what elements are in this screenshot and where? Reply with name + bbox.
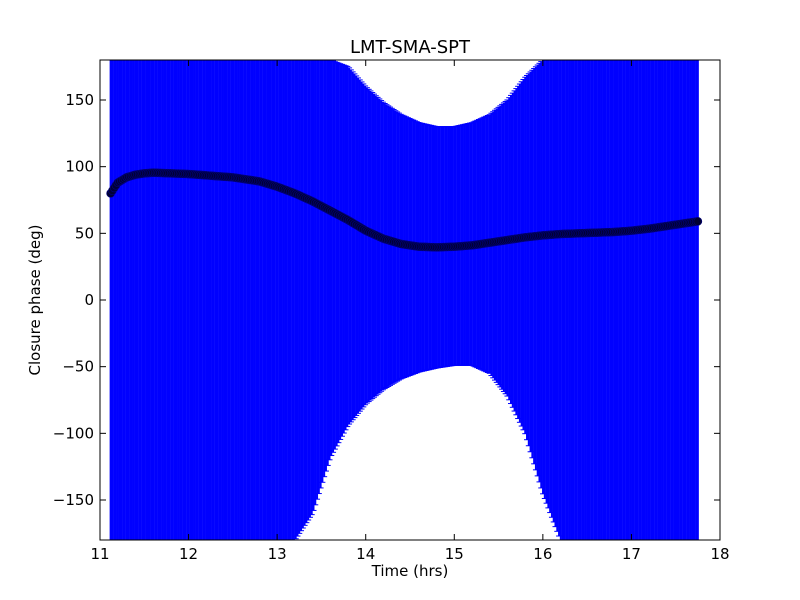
- x-tick-label: 11: [90, 545, 109, 563]
- error-bar: [335, 62, 342, 444]
- error-bar: [342, 65, 349, 431]
- error-bar: [322, 60, 329, 472]
- error-bar: [363, 87, 370, 404]
- error-bar: [296, 60, 303, 534]
- error-bar: [349, 71, 356, 421]
- error-bar: [374, 96, 381, 395]
- error-bar: [310, 60, 317, 511]
- y-tick-label: 0: [84, 291, 94, 309]
- error-bar: [383, 104, 390, 389]
- y-axis-label: Closure phase (deg): [26, 225, 44, 376]
- error-bar: [388, 107, 395, 385]
- error-bar: [337, 63, 344, 440]
- error-bar: [333, 61, 340, 447]
- y-tick-label: 150: [65, 91, 94, 109]
- error-bar: [390, 109, 397, 384]
- error-bar: [314, 60, 321, 500]
- x-axis-label: Time (hrs): [371, 562, 449, 580]
- error-bar: [360, 83, 367, 408]
- error-bar: [330, 60, 337, 453]
- y-tick-label: −150: [53, 491, 94, 509]
- error-bar: [370, 93, 377, 398]
- error-bar: [340, 64, 347, 434]
- error-bar: [312, 60, 319, 506]
- error-bar: [356, 79, 363, 412]
- error-bar: [378, 100, 385, 392]
- data-points: [106, 168, 703, 252]
- x-tick-label: 18: [710, 545, 729, 563]
- x-tick-label: 14: [356, 545, 375, 563]
- y-tick-label: 100: [65, 158, 94, 176]
- error-bar: [347, 69, 354, 423]
- error-bar: [317, 60, 324, 489]
- error-bar: [315, 60, 322, 495]
- y-axis-ticks: −150 −100 −50 0 50 100 150: [53, 91, 720, 509]
- error-bar: [331, 61, 338, 450]
- error-bar: [346, 67, 353, 425]
- error-bar: [299, 60, 306, 529]
- y-tick-label: −50: [62, 358, 94, 376]
- error-bar: [326, 60, 333, 461]
- error-bar: [308, 60, 315, 516]
- error-bar: [306, 60, 313, 518]
- error-bar: [305, 60, 312, 521]
- error-bar: [372, 95, 379, 397]
- error-bar: [354, 77, 361, 414]
- error-bar: [344, 65, 351, 428]
- x-tick-label: 17: [622, 545, 641, 563]
- error-bar: [353, 75, 360, 416]
- error-bar: [379, 101, 386, 391]
- error-bar: [385, 105, 392, 387]
- error-bar: [365, 88, 372, 403]
- x-tick-label: 13: [268, 545, 287, 563]
- data-point: [693, 217, 703, 226]
- error-bar: [367, 90, 374, 401]
- error-bar: [362, 85, 369, 406]
- error-bar: [381, 103, 388, 390]
- error-bars: [109, 59, 699, 540]
- y-tick-label: −100: [53, 424, 94, 442]
- chart-title: LMT-SMA-SPT: [350, 37, 471, 58]
- error-bar: [294, 60, 301, 537]
- error-bar: [321, 60, 328, 478]
- error-bar: [319, 60, 326, 483]
- error-bar: [387, 106, 394, 386]
- y-tick-label: 50: [75, 224, 94, 242]
- x-axis-ticks: 11 12 13 14 15 16 17 18: [90, 60, 730, 563]
- error-bar: [338, 63, 345, 437]
- error-bar: [298, 60, 305, 532]
- error-bar: [301, 60, 308, 526]
- error-bar: [369, 92, 376, 400]
- error-bar: [303, 60, 310, 524]
- error-bar: [358, 81, 365, 410]
- error-bar: [376, 98, 383, 394]
- x-tick-label: 12: [179, 545, 198, 563]
- error-bar: [351, 73, 358, 419]
- x-tick-label: 15: [445, 545, 464, 563]
- error-bar: [324, 60, 331, 466]
- x-tick-label: 16: [533, 545, 552, 563]
- error-bar: [292, 60, 299, 540]
